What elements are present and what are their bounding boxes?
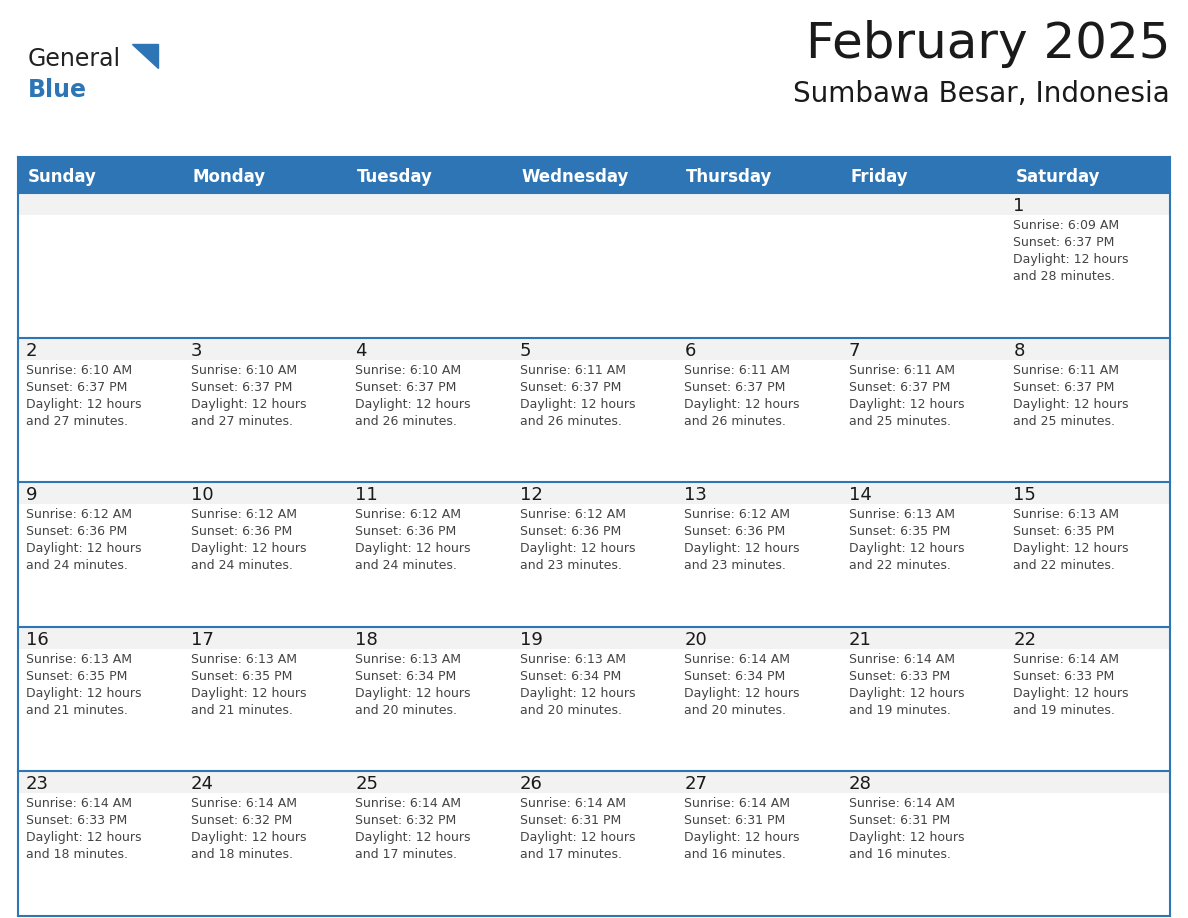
Text: Sunrise: 6:13 AM
Sunset: 6:35 PM
Daylight: 12 hours
and 21 minutes.: Sunrise: 6:13 AM Sunset: 6:35 PM Dayligh… [190,653,307,717]
Text: Sunrise: 6:10 AM
Sunset: 6:37 PM
Daylight: 12 hours
and 27 minutes.: Sunrise: 6:10 AM Sunset: 6:37 PM Dayligh… [190,364,307,428]
Text: Sunrise: 6:14 AM
Sunset: 6:33 PM
Daylight: 12 hours
and 19 minutes.: Sunrise: 6:14 AM Sunset: 6:33 PM Dayligh… [1013,653,1129,717]
Bar [18,193,1170,215]
Text: Sunrise: 6:14 AM
Sunset: 6:32 PM
Daylight: 12 hours
and 17 minutes.: Sunrise: 6:14 AM Sunset: 6:32 PM Dayligh… [355,798,470,861]
Bar [18,504,1170,627]
Text: Sunrise: 6:13 AM
Sunset: 6:34 PM
Daylight: 12 hours
and 20 minutes.: Sunrise: 6:13 AM Sunset: 6:34 PM Dayligh… [519,653,636,717]
Text: Sunrise: 6:11 AM
Sunset: 6:37 PM
Daylight: 12 hours
and 25 minutes.: Sunrise: 6:11 AM Sunset: 6:37 PM Dayligh… [1013,364,1129,428]
Text: Sunrise: 6:14 AM
Sunset: 6:33 PM
Daylight: 12 hours
and 19 minutes.: Sunrise: 6:14 AM Sunset: 6:33 PM Dayligh… [849,653,965,717]
Text: 3: 3 [190,341,202,360]
Bar [18,627,1170,649]
Text: 7: 7 [849,341,860,360]
Text: 5: 5 [519,341,531,360]
Text: Sunrise: 6:11 AM
Sunset: 6:37 PM
Daylight: 12 hours
and 25 minutes.: Sunrise: 6:11 AM Sunset: 6:37 PM Dayligh… [849,364,965,428]
Text: 28: 28 [849,776,872,793]
Text: 2: 2 [26,341,38,360]
Text: 21: 21 [849,631,872,649]
Text: Saturday: Saturday [1016,168,1100,186]
Bar [18,215,1170,338]
Text: 4: 4 [355,341,367,360]
Text: General: General [29,47,121,71]
Text: Friday: Friday [851,168,909,186]
Text: Sunrise: 6:10 AM
Sunset: 6:37 PM
Daylight: 12 hours
and 26 minutes.: Sunrise: 6:10 AM Sunset: 6:37 PM Dayligh… [355,364,470,428]
Text: 26: 26 [519,776,543,793]
Text: 12: 12 [519,487,543,504]
Text: Tuesday: Tuesday [358,168,432,186]
Text: Monday: Monday [192,168,266,186]
Text: Sunrise: 6:12 AM
Sunset: 6:36 PM
Daylight: 12 hours
and 23 minutes.: Sunrise: 6:12 AM Sunset: 6:36 PM Dayligh… [684,509,800,572]
Text: 25: 25 [355,776,378,793]
Text: 24: 24 [190,776,214,793]
Bar [18,338,1170,360]
Text: 27: 27 [684,776,707,793]
Polygon shape [132,44,158,68]
Text: Sunrise: 6:13 AM
Sunset: 6:35 PM
Daylight: 12 hours
and 21 minutes.: Sunrise: 6:13 AM Sunset: 6:35 PM Dayligh… [26,653,141,717]
Bar [18,360,1170,482]
Text: 15: 15 [1013,487,1036,504]
Text: Sunrise: 6:13 AM
Sunset: 6:35 PM
Daylight: 12 hours
and 22 minutes.: Sunrise: 6:13 AM Sunset: 6:35 PM Dayligh… [849,509,965,572]
Text: Sunrise: 6:12 AM
Sunset: 6:36 PM
Daylight: 12 hours
and 23 minutes.: Sunrise: 6:12 AM Sunset: 6:36 PM Dayligh… [519,509,636,572]
Bar [18,771,1170,793]
Text: Sunrise: 6:14 AM
Sunset: 6:31 PM
Daylight: 12 hours
and 16 minutes.: Sunrise: 6:14 AM Sunset: 6:31 PM Dayligh… [684,798,800,861]
Text: Sunrise: 6:14 AM
Sunset: 6:31 PM
Daylight: 12 hours
and 16 minutes.: Sunrise: 6:14 AM Sunset: 6:31 PM Dayligh… [849,798,965,861]
Text: 8: 8 [1013,341,1025,360]
Text: Sunrise: 6:13 AM
Sunset: 6:34 PM
Daylight: 12 hours
and 20 minutes.: Sunrise: 6:13 AM Sunset: 6:34 PM Dayligh… [355,653,470,717]
Bar [18,649,1170,771]
Text: Thursday: Thursday [687,168,772,186]
Text: 23: 23 [26,776,49,793]
Text: Sunrise: 6:12 AM
Sunset: 6:36 PM
Daylight: 12 hours
and 24 minutes.: Sunrise: 6:12 AM Sunset: 6:36 PM Dayligh… [26,509,141,572]
Text: Sunrise: 6:11 AM
Sunset: 6:37 PM
Daylight: 12 hours
and 26 minutes.: Sunrise: 6:11 AM Sunset: 6:37 PM Dayligh… [519,364,636,428]
Text: 16: 16 [26,631,49,649]
Text: 22: 22 [1013,631,1036,649]
Bar [18,157,1170,193]
Text: Sunrise: 6:14 AM
Sunset: 6:32 PM
Daylight: 12 hours
and 18 minutes.: Sunrise: 6:14 AM Sunset: 6:32 PM Dayligh… [190,798,307,861]
Text: Sunday: Sunday [29,168,97,186]
Text: Sunrise: 6:10 AM
Sunset: 6:37 PM
Daylight: 12 hours
and 27 minutes.: Sunrise: 6:10 AM Sunset: 6:37 PM Dayligh… [26,364,141,428]
Text: Sunrise: 6:12 AM
Sunset: 6:36 PM
Daylight: 12 hours
and 24 minutes.: Sunrise: 6:12 AM Sunset: 6:36 PM Dayligh… [190,509,307,572]
Text: Blue: Blue [29,78,87,102]
Text: 1: 1 [1013,197,1025,215]
Text: Sunrise: 6:12 AM
Sunset: 6:36 PM
Daylight: 12 hours
and 24 minutes.: Sunrise: 6:12 AM Sunset: 6:36 PM Dayligh… [355,509,470,572]
Text: 10: 10 [190,487,213,504]
Text: Sunrise: 6:14 AM
Sunset: 6:33 PM
Daylight: 12 hours
and 18 minutes.: Sunrise: 6:14 AM Sunset: 6:33 PM Dayligh… [26,798,141,861]
Text: 17: 17 [190,631,214,649]
Text: 11: 11 [355,487,378,504]
Text: Sunrise: 6:11 AM
Sunset: 6:37 PM
Daylight: 12 hours
and 26 minutes.: Sunrise: 6:11 AM Sunset: 6:37 PM Dayligh… [684,364,800,428]
Text: 6: 6 [684,341,696,360]
Bar [18,482,1170,504]
Text: 14: 14 [849,487,872,504]
Text: Sunrise: 6:09 AM
Sunset: 6:37 PM
Daylight: 12 hours
and 28 minutes.: Sunrise: 6:09 AM Sunset: 6:37 PM Dayligh… [1013,219,1129,283]
Text: Sumbawa Besar, Indonesia: Sumbawa Besar, Indonesia [794,80,1170,108]
Text: Wednesday: Wednesday [522,168,630,186]
Text: Sunrise: 6:14 AM
Sunset: 6:31 PM
Daylight: 12 hours
and 17 minutes.: Sunrise: 6:14 AM Sunset: 6:31 PM Dayligh… [519,798,636,861]
Text: Sunrise: 6:13 AM
Sunset: 6:35 PM
Daylight: 12 hours
and 22 minutes.: Sunrise: 6:13 AM Sunset: 6:35 PM Dayligh… [1013,509,1129,572]
Text: 19: 19 [519,631,543,649]
Text: 18: 18 [355,631,378,649]
Bar [18,793,1170,916]
Text: February 2025: February 2025 [805,20,1170,68]
Text: 20: 20 [684,631,707,649]
Text: 13: 13 [684,487,707,504]
Text: 9: 9 [26,487,38,504]
Text: Sunrise: 6:14 AM
Sunset: 6:34 PM
Daylight: 12 hours
and 20 minutes.: Sunrise: 6:14 AM Sunset: 6:34 PM Dayligh… [684,653,800,717]
